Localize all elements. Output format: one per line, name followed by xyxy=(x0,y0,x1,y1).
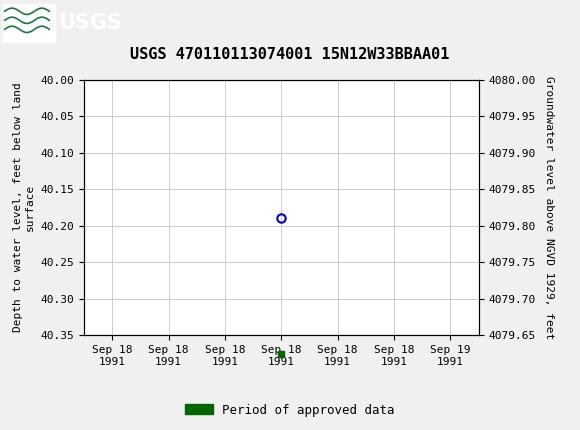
Y-axis label: Groundwater level above NGVD 1929, feet: Groundwater level above NGVD 1929, feet xyxy=(544,76,554,339)
Legend: Period of approved data: Period of approved data xyxy=(180,399,400,421)
FancyBboxPatch shape xyxy=(3,3,55,42)
Text: USGS: USGS xyxy=(58,12,122,33)
Text: USGS 470110113074001 15N12W33BBAA01: USGS 470110113074001 15N12W33BBAA01 xyxy=(130,47,450,62)
Y-axis label: Depth to water level, feet below land
surface: Depth to water level, feet below land su… xyxy=(13,83,35,332)
